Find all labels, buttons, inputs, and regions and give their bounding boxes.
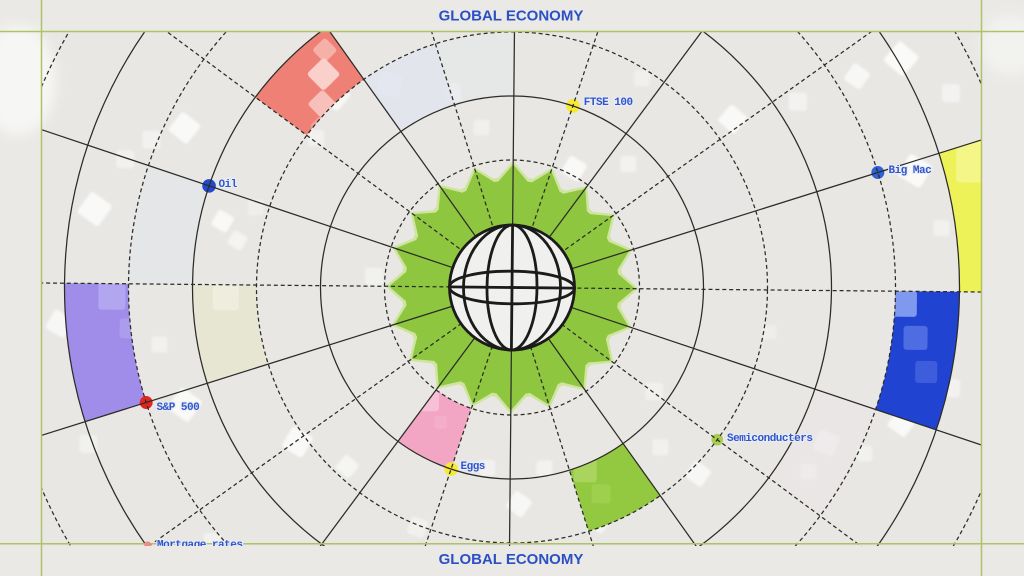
svg-text:Eggs: Eggs xyxy=(461,461,485,473)
svg-text:Big Mac: Big Mac xyxy=(889,165,932,177)
svg-text:GLOBAL ECONOMY: GLOBAL ECONOMY xyxy=(439,551,584,568)
svg-text:Oil: Oil xyxy=(219,179,238,191)
svg-text:GLOBAL ECONOMY: GLOBAL ECONOMY xyxy=(439,8,584,25)
svg-text:Semiconducters: Semiconducters xyxy=(727,433,812,445)
svg-text:Mortgage rates: Mortgage rates xyxy=(157,540,242,552)
svg-text:S&P 500: S&P 500 xyxy=(157,402,200,414)
svg-text:FTSE 100: FTSE 100 xyxy=(584,97,633,109)
